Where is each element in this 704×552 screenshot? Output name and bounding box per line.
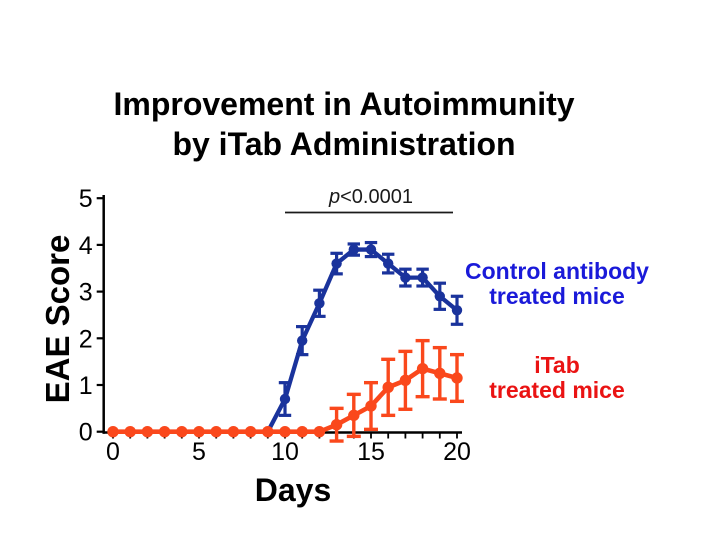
data-point <box>314 298 325 309</box>
y-tick-label: 2 <box>79 325 93 353</box>
data-point <box>434 291 445 302</box>
data-point <box>365 244 377 255</box>
data-point <box>193 426 205 438</box>
data-point <box>227 426 240 438</box>
data-point <box>434 367 446 380</box>
y-axis-ticks: 0 1 2 3 4 5 <box>79 185 104 447</box>
data-point <box>210 426 222 438</box>
data-point <box>416 362 429 375</box>
data-point <box>141 426 154 438</box>
y-tick-label: 4 <box>79 232 93 260</box>
chart-title: Improvement in Autoimmunity by iTab Admi… <box>0 84 688 164</box>
x-tick-label: 0 <box>106 438 120 466</box>
data-point <box>451 305 463 316</box>
data-point <box>313 426 326 438</box>
legend-itab-line1: iTab <box>534 352 580 378</box>
p-value-annotation: p<0.0001 <box>271 186 471 209</box>
data-point <box>124 426 136 438</box>
x-axis-ticks: 0 5 10 15 20 <box>106 432 471 466</box>
legend-itab: iTab treated mice <box>446 353 668 403</box>
data-point <box>382 381 394 394</box>
data-point <box>331 258 342 269</box>
data-point <box>365 400 377 412</box>
chart-title-line2: by iTab Administration <box>172 126 516 162</box>
x-axis-label: Days <box>254 472 332 508</box>
data-point <box>279 393 291 405</box>
chart-title-line1: Improvement in Autoimmunity <box>113 86 575 122</box>
series-control <box>262 240 464 437</box>
data-point <box>244 426 257 438</box>
data-point <box>348 409 360 422</box>
data-point <box>330 418 343 431</box>
y-tick-label: 0 <box>79 419 93 447</box>
p-value: <0.0001 <box>340 186 413 208</box>
data-point <box>176 426 188 438</box>
data-point <box>262 426 274 438</box>
data-point <box>279 426 291 438</box>
legend-control-line2: treated mice <box>489 283 625 309</box>
x-tick-label: 10 <box>271 438 299 466</box>
legend-itab-line2: treated mice <box>489 377 625 403</box>
p-symbol: p <box>329 186 341 208</box>
x-tick-label: 15 <box>357 438 385 466</box>
y-tick-label: 5 <box>79 185 93 213</box>
data-point <box>348 244 359 255</box>
y-tick-label: 3 <box>79 279 93 307</box>
data-point <box>107 426 119 438</box>
legend-control-line1: Control antibody <box>465 258 649 284</box>
data-point <box>451 372 463 384</box>
x-tick-label: 5 <box>192 438 206 466</box>
y-axis-label: EAE Score <box>39 234 76 404</box>
data-point <box>400 272 411 283</box>
data-point <box>296 426 308 438</box>
x-tick-label: 20 <box>443 438 471 466</box>
data-point <box>383 258 394 269</box>
data-point <box>158 426 171 438</box>
data-point <box>399 374 412 387</box>
data-point <box>297 335 308 346</box>
legend-control: Control antibody treated mice <box>446 259 668 309</box>
series-itab <box>107 338 464 443</box>
data-point <box>417 272 428 283</box>
y-tick-label: 1 <box>79 372 93 400</box>
